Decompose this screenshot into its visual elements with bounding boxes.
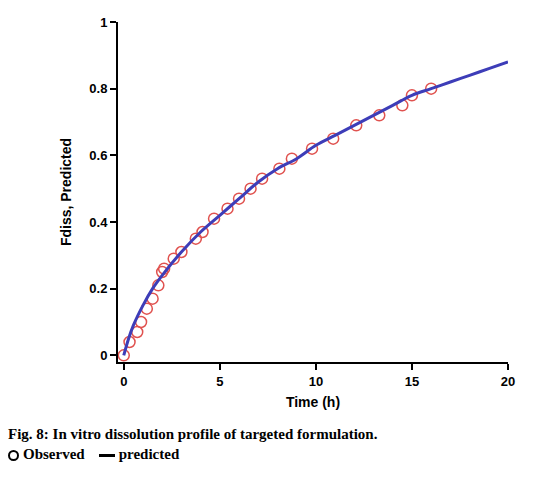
- svg-text:10: 10: [309, 374, 323, 389]
- svg-text:0.6: 0.6: [89, 148, 107, 163]
- svg-text:0: 0: [120, 374, 127, 389]
- svg-text:0.2: 0.2: [89, 281, 107, 296]
- svg-text:1: 1: [100, 15, 107, 30]
- svg-text:5: 5: [216, 374, 223, 389]
- svg-text:Time (h): Time (h): [286, 394, 340, 410]
- svg-text:Fdiss, Predicted: Fdiss, Predicted: [58, 138, 74, 246]
- svg-text:15: 15: [405, 374, 419, 389]
- html-text:Fig. 8: In vitro dissolution p: Fig. 8: In vitro dissolution profile of …: [8, 426, 378, 442]
- svg-text:0.4: 0.4: [89, 215, 108, 230]
- svg-text:0.8: 0.8: [89, 81, 107, 96]
- svg-text:0: 0: [100, 348, 107, 363]
- html-text:predicted: predicted: [118, 446, 180, 462]
- svg-text:20: 20: [501, 374, 515, 389]
- html-text:Observed: Observed: [23, 446, 85, 462]
